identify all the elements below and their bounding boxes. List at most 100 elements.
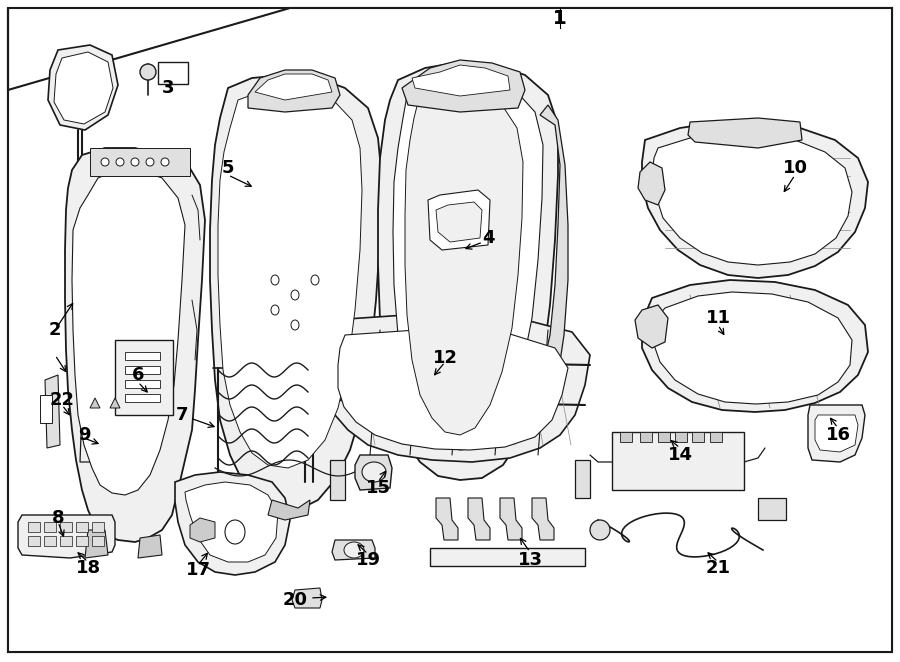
Ellipse shape xyxy=(140,64,156,80)
Polygon shape xyxy=(402,60,525,112)
Bar xyxy=(90,148,190,176)
Polygon shape xyxy=(292,588,322,608)
Ellipse shape xyxy=(131,158,139,166)
Polygon shape xyxy=(54,52,113,124)
Bar xyxy=(158,62,188,84)
Bar xyxy=(125,380,160,388)
Polygon shape xyxy=(18,515,115,558)
Bar xyxy=(115,340,173,415)
Polygon shape xyxy=(85,530,108,558)
Bar xyxy=(675,432,687,442)
Text: 21: 21 xyxy=(706,559,731,577)
Polygon shape xyxy=(355,455,392,490)
Polygon shape xyxy=(326,312,590,462)
Ellipse shape xyxy=(101,158,109,166)
Bar xyxy=(692,432,704,442)
Polygon shape xyxy=(190,518,215,542)
Text: 3: 3 xyxy=(162,79,175,97)
Polygon shape xyxy=(393,75,543,450)
Polygon shape xyxy=(653,292,852,404)
Text: 2: 2 xyxy=(49,321,61,339)
Polygon shape xyxy=(330,460,345,500)
Polygon shape xyxy=(652,133,852,265)
Polygon shape xyxy=(575,460,590,498)
Polygon shape xyxy=(332,540,375,560)
Bar xyxy=(92,536,104,546)
Polygon shape xyxy=(500,498,522,540)
Text: 4: 4 xyxy=(482,229,494,247)
Bar xyxy=(640,432,652,442)
Polygon shape xyxy=(210,75,382,510)
Bar xyxy=(92,522,104,532)
Text: 5: 5 xyxy=(221,159,234,177)
Bar xyxy=(44,536,56,546)
Text: 19: 19 xyxy=(356,551,381,569)
Polygon shape xyxy=(815,415,858,452)
Polygon shape xyxy=(8,8,892,652)
Text: 13: 13 xyxy=(518,551,543,569)
Polygon shape xyxy=(65,148,205,542)
Polygon shape xyxy=(642,122,868,278)
Ellipse shape xyxy=(344,542,364,558)
Polygon shape xyxy=(688,118,802,148)
Polygon shape xyxy=(468,498,490,540)
Ellipse shape xyxy=(311,275,319,285)
Polygon shape xyxy=(436,498,458,540)
Polygon shape xyxy=(110,398,120,408)
Polygon shape xyxy=(268,500,310,520)
Polygon shape xyxy=(642,280,868,412)
Text: 7: 7 xyxy=(176,406,188,424)
Bar xyxy=(60,536,72,546)
Polygon shape xyxy=(412,65,510,96)
Polygon shape xyxy=(8,8,892,652)
Bar xyxy=(60,522,72,532)
Bar xyxy=(40,395,52,423)
Polygon shape xyxy=(45,375,60,448)
Text: 10: 10 xyxy=(782,159,807,177)
Polygon shape xyxy=(378,62,558,480)
Polygon shape xyxy=(535,105,568,405)
Ellipse shape xyxy=(225,520,245,544)
Bar xyxy=(658,432,670,442)
Text: 12: 12 xyxy=(433,349,457,367)
Polygon shape xyxy=(90,398,100,408)
Polygon shape xyxy=(436,202,482,242)
Ellipse shape xyxy=(362,462,386,482)
Ellipse shape xyxy=(146,158,154,166)
Text: 16: 16 xyxy=(825,426,850,444)
Bar xyxy=(28,522,40,532)
Text: 17: 17 xyxy=(185,561,211,579)
Polygon shape xyxy=(338,328,568,450)
Text: 8: 8 xyxy=(51,509,64,527)
Polygon shape xyxy=(808,405,865,462)
Polygon shape xyxy=(80,408,130,462)
Bar xyxy=(125,366,160,374)
Bar xyxy=(758,498,786,520)
Text: 6: 6 xyxy=(131,366,144,384)
Text: 9: 9 xyxy=(77,426,90,444)
Ellipse shape xyxy=(291,320,299,330)
Text: 1: 1 xyxy=(554,9,567,28)
Bar xyxy=(44,522,56,532)
Text: 1: 1 xyxy=(554,9,567,28)
Polygon shape xyxy=(175,472,290,575)
Polygon shape xyxy=(248,70,340,112)
Polygon shape xyxy=(72,170,185,495)
Polygon shape xyxy=(405,90,523,435)
Polygon shape xyxy=(185,482,278,562)
Ellipse shape xyxy=(161,158,169,166)
Polygon shape xyxy=(428,190,490,250)
Polygon shape xyxy=(635,305,668,348)
Bar xyxy=(612,432,744,490)
Polygon shape xyxy=(255,74,332,100)
Text: 14: 14 xyxy=(668,446,692,464)
Text: 22: 22 xyxy=(50,391,75,409)
Ellipse shape xyxy=(271,305,279,315)
Text: 11: 11 xyxy=(706,309,731,327)
Bar xyxy=(76,536,88,546)
Polygon shape xyxy=(638,162,665,205)
Ellipse shape xyxy=(271,275,279,285)
Text: 20: 20 xyxy=(283,591,308,609)
Text: 15: 15 xyxy=(365,479,391,497)
Bar xyxy=(28,536,40,546)
